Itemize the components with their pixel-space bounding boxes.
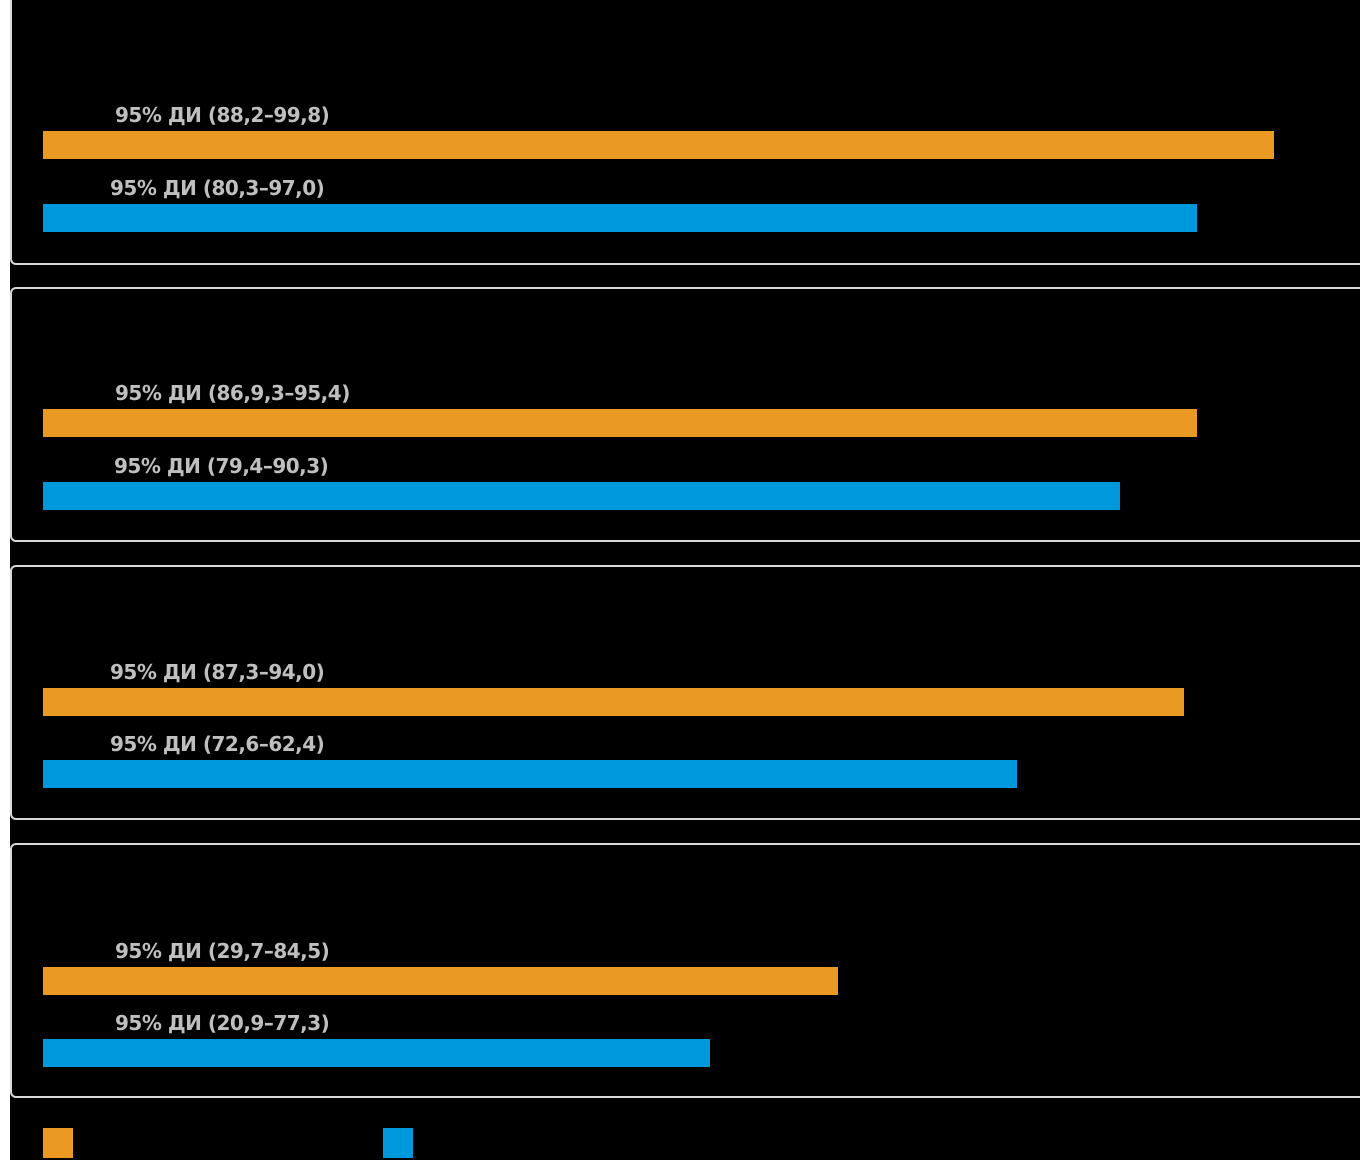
ci-label-orange: 95% ДИ (86,9,3–95,4) xyxy=(115,381,350,405)
ci-label-blue: 95% ДИ (79,4–90,3) xyxy=(114,454,329,478)
bar-blue xyxy=(43,204,1197,232)
bar-orange xyxy=(43,967,838,995)
legend-swatch-blue xyxy=(383,1128,413,1158)
ci-label-orange: 95% ДИ (87,3–94,0) xyxy=(110,660,325,684)
bar-orange xyxy=(43,688,1184,716)
ci-label-blue: 95% ДИ (80,3–97,0) xyxy=(110,176,325,200)
bar-blue xyxy=(43,482,1120,510)
bar-blue xyxy=(43,760,1018,788)
legend-swatch-orange xyxy=(43,1128,73,1158)
bar-orange xyxy=(43,131,1274,159)
ci-label-blue: 95% ДИ (72,6–62,4) xyxy=(110,732,325,756)
ci-label-orange: 95% ДИ (29,7–84,5) xyxy=(115,939,330,963)
ci-label-blue: 95% ДИ (20,9–77,3) xyxy=(115,1011,330,1035)
ci-label-orange: 95% ДИ (88,2–99,8) xyxy=(115,103,330,127)
bar-blue xyxy=(43,1039,710,1067)
bar-orange xyxy=(43,409,1197,437)
